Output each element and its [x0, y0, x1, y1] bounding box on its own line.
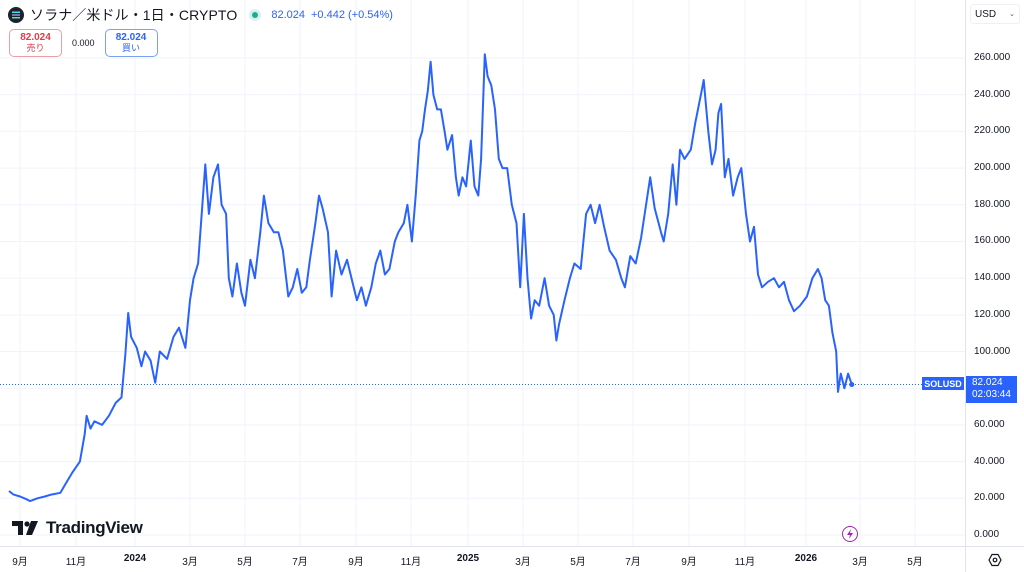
- buy-label: 買い: [122, 43, 141, 53]
- time-tick: 3月: [852, 557, 868, 568]
- time-tick: 2025: [456, 553, 480, 564]
- header-change: +0.442 (+0.54%): [310, 9, 393, 21]
- tradingview-logo[interactable]: TradingView: [12, 518, 143, 538]
- sell-price: 82.024: [20, 32, 51, 43]
- settings-hexagon-icon: [988, 553, 1002, 566]
- price-tick: 20.000: [974, 492, 1005, 504]
- price-tick: 260.000: [974, 52, 1011, 63]
- bar-countdown: 02:03:44: [972, 389, 1011, 400]
- time-tick: 2024: [123, 553, 147, 564]
- price-tick: 200.000: [974, 162, 1011, 174]
- price-tick: 180.000: [974, 198, 1011, 210]
- time-tick: 5月: [907, 557, 923, 568]
- header-price: 82.024: [271, 9, 305, 21]
- price-tick: 220.000: [974, 125, 1011, 137]
- time-tick: 3月: [182, 557, 198, 568]
- symbol-title[interactable]: ソラナ／米ドル・1日・CRYPTO: [30, 7, 238, 23]
- price-tick: 100.000: [974, 345, 1011, 357]
- time-tick: 11月: [65, 557, 87, 568]
- time-tick: 3月: [515, 557, 531, 568]
- time-tick: 5月: [237, 557, 253, 568]
- last-price-label: 82.024 02:03:44: [966, 376, 1017, 403]
- time-tick: 5月: [570, 557, 586, 568]
- time-tick: 11月: [734, 557, 756, 568]
- buy-price: 82.024: [115, 32, 147, 43]
- time-axis[interactable]: 9月 11月 2024 3月 5月 7月 9月 11月 2025 3月 5月 7月 9月 11月 2026 3…: [0, 546, 965, 572]
- spread-value: 0.000: [72, 38, 95, 48]
- last-price-value: 82.024: [972, 377, 1003, 388]
- price-series-line[interactable]: [8, 53, 853, 503]
- trade-panel: 82.024 売り 0.000 82.024 買い: [9, 29, 158, 57]
- symbol-header: ソラナ／米ドル・1日・CRYPTO 82.024 +0.442 (+0.54%): [8, 5, 393, 25]
- price-tick: 40.000: [974, 455, 1005, 467]
- solana-logo-icon: [8, 7, 24, 23]
- chart-settings-button[interactable]: [965, 546, 1024, 572]
- price-tick: 160.000: [974, 235, 1011, 247]
- market-status-icon: [249, 9, 262, 21]
- time-tick: 9月: [12, 557, 28, 568]
- time-tick: 7月: [292, 557, 308, 568]
- time-tick: 11月: [400, 557, 422, 568]
- price-tick: 60.000: [974, 418, 1005, 430]
- chevron-down-icon: ⌄: [1009, 11, 1015, 18]
- price-tick: 120.000: [974, 308, 1011, 320]
- buy-button[interactable]: 82.024 買い: [104, 29, 158, 57]
- price-line-chart[interactable]: [0, 0, 965, 546]
- time-tick: 9月: [681, 557, 697, 568]
- symbol-tag: SOLUSD: [922, 377, 964, 390]
- price-tick: 240.000: [974, 88, 1011, 100]
- tradingview-logo-icon: [12, 521, 38, 535]
- sell-label: 売り: [26, 43, 45, 53]
- logo-text: TradingView: [46, 518, 143, 537]
- flash-alert-icon[interactable]: [842, 526, 858, 542]
- time-tick: 2026: [794, 553, 818, 564]
- last-point-marker: [849, 382, 855, 388]
- currency-label: USD: [975, 8, 997, 20]
- time-tick: 9月: [348, 557, 364, 568]
- currency-selector[interactable]: USD ⌄: [970, 4, 1020, 24]
- time-tick: 7月: [625, 557, 641, 568]
- price-axis[interactable]: USD ⌄ 260.000 240.000 220.000 200.000 180.00…: [965, 0, 1024, 546]
- price-tick: 0.000: [974, 529, 1000, 540]
- sell-button[interactable]: 82.024 売り: [9, 29, 62, 57]
- price-tick: 140.000: [974, 272, 1011, 284]
- chart-pane[interactable]: ソラナ／米ドル・1日・CRYPTO 82.024 +0.442 (+0.54%)…: [0, 0, 965, 546]
